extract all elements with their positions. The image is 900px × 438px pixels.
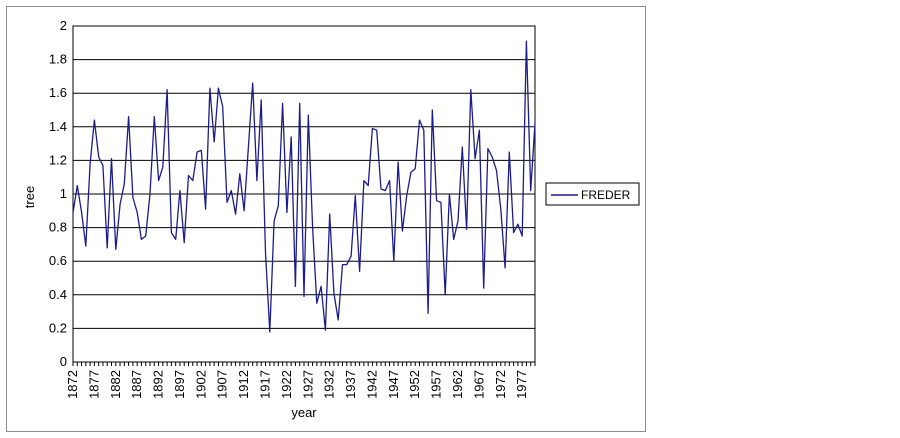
x-tick-label: 1957 [429,370,444,399]
series-line-freder [72,40,536,333]
y-tick-label: 0.2 [49,320,67,335]
x-tick-label: 1932 [322,370,337,399]
y-tick-label: 0 [60,354,67,369]
x-tick-label: 1912 [236,370,251,399]
x-tick-label: 1937 [343,370,358,399]
x-tick-label: 1977 [514,370,529,399]
x-tick-label: 1897 [172,370,187,399]
x-tick-label: 1917 [258,370,273,399]
line-chart: 0 0.2 0.4 0.6 0.8 1 1.2 1.4 1.6 1.8 2 1872 1877 1882 1… [22,18,640,420]
x-tick-label: 1967 [471,370,486,399]
y-tick-label: 1.2 [49,152,67,167]
axes-layer [72,25,536,366]
x-axis-title: year [291,405,317,420]
x-tick-label: 1902 [193,370,208,399]
labels-layer: 0 0.2 0.4 0.6 0.8 1 1.2 1.4 1.6 1.8 2 1872 1877 1882 1… [49,18,529,399]
y-tick-label: 1.6 [49,85,67,100]
x-tick-label: 1887 [129,370,144,399]
x-tick-label: 1877 [86,370,101,399]
x-tick-label: 1907 [215,370,230,399]
y-tick-label: 0.4 [49,287,67,302]
series-layer [72,40,536,333]
x-tick-label: 1952 [407,370,422,399]
y-tick-label: 1.8 [49,52,67,67]
y-tick-label: 1.4 [49,119,67,134]
x-tick-label: 1872 [65,370,80,399]
y-axis-title: tree [22,186,37,208]
x-tick-label: 1947 [386,370,401,399]
y-tick-label: 1 [60,186,67,201]
x-tick-label: 1942 [364,370,379,399]
x-tick-label: 1922 [279,370,294,399]
chart-frame: 0 0.2 0.4 0.6 0.8 1 1.2 1.4 1.6 1.8 2 1872 1877 1882 1… [6,6,646,432]
x-tick-label: 1927 [300,370,315,399]
y-tick-label: 2 [60,18,67,33]
y-tick-label: 0.6 [49,253,67,268]
x-tick-label: 1882 [108,370,123,399]
legend-box [545,182,640,206]
x-tick-label: 1892 [151,370,166,399]
legend-label-freder: FREDER [581,188,631,202]
legend: FREDER [545,182,640,206]
x-tick-label: 1962 [450,370,465,399]
x-tick-label: 1972 [493,370,508,399]
y-tick-label: 0.8 [49,220,67,235]
grid-layer [73,25,535,363]
